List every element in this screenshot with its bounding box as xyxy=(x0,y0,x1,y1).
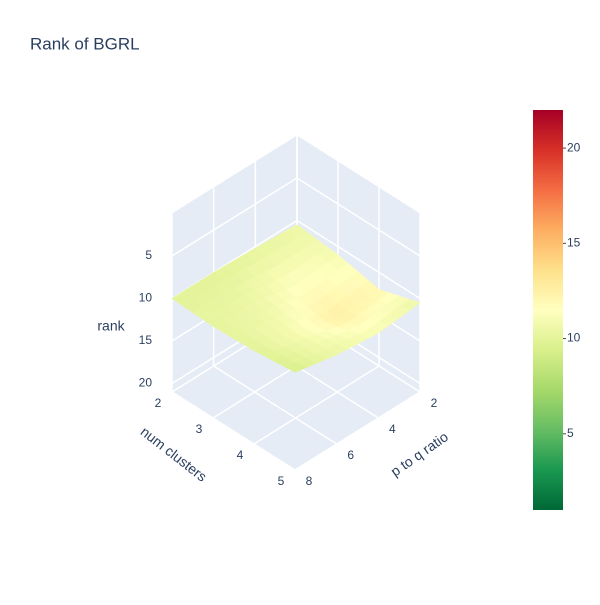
x-tick-label: 3 xyxy=(196,422,203,436)
colorbar-tick-label: 5 xyxy=(567,426,574,440)
colorbar-tick-label: 15 xyxy=(567,236,581,250)
z-tick-label: 10 xyxy=(139,291,153,305)
colorbar xyxy=(533,110,563,510)
surface-cell xyxy=(212,302,297,351)
surface-cell xyxy=(213,247,297,304)
colorbar-tick-label: 20 xyxy=(567,140,581,154)
chart-title: Rank of BGRL xyxy=(30,34,140,53)
surface-cell xyxy=(294,319,380,356)
z-tick-label: 5 xyxy=(145,248,152,262)
colorbar-tick-label: 10 xyxy=(567,331,581,345)
y-tick-label: 8 xyxy=(306,474,313,488)
grid-line xyxy=(171,391,296,471)
x-tick-label: 5 xyxy=(278,474,285,488)
grid-line xyxy=(213,365,338,445)
z-tick-label: 15 xyxy=(139,333,153,347)
surface-cell xyxy=(253,332,338,373)
grid-line xyxy=(296,177,421,257)
grid-line xyxy=(253,365,380,445)
x-tick-label: 4 xyxy=(237,448,244,462)
grid-line xyxy=(296,219,421,300)
surface-cell xyxy=(295,254,380,321)
grid-line xyxy=(171,177,298,257)
surface-cell xyxy=(254,284,338,334)
y-tick-label: 2 xyxy=(431,396,438,410)
y-tick-label: 6 xyxy=(347,448,354,462)
grid-line xyxy=(294,391,421,471)
x-tick-label: 2 xyxy=(155,396,162,410)
surface-patch xyxy=(284,362,307,373)
z-tick-label: 20 xyxy=(139,376,153,390)
z-axis-title: rank xyxy=(97,318,125,334)
y-axis-title: p to q ratio xyxy=(388,428,452,479)
surface-cell xyxy=(171,272,256,327)
y-tick-label: 4 xyxy=(389,422,396,436)
